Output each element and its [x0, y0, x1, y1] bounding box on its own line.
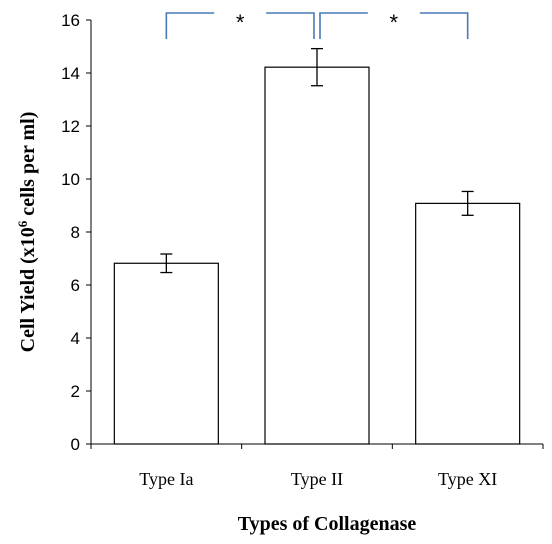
- y-tick-label: 16: [61, 11, 80, 30]
- significance-star: *: [390, 10, 399, 35]
- y-tick-label: 8: [71, 223, 80, 242]
- bar-type-ii: [264, 66, 370, 445]
- bar-type-ia: [113, 262, 219, 445]
- y-tick-label: 12: [61, 117, 80, 136]
- significance-bracket: *: [165, 10, 315, 39]
- x-category-label: Type Ia: [139, 469, 193, 489]
- y-axis-title: Cell Yield (x106 cells per ml): [15, 112, 40, 353]
- x-category-label: Type XI: [438, 469, 497, 489]
- error-bar: [311, 47, 323, 87]
- y-axis-title-prefix: Cell Yield (x10: [17, 227, 39, 352]
- y-tick-label: 4: [71, 329, 80, 348]
- error-bar: [160, 253, 173, 274]
- y-axis-ticks: 0 2 4 6 8 10 12 14 16: [61, 11, 544, 454]
- y-tick-label: 14: [61, 64, 80, 83]
- bars: [113, 66, 521, 445]
- x-axis-category-labels: Type Ia Type II Type XI: [139, 469, 497, 489]
- error-bars: [160, 47, 474, 274]
- y-axis-title-suffix: cells per ml): [17, 112, 39, 221]
- bar-type-xi: [415, 202, 521, 445]
- y-tick-label: 6: [71, 276, 80, 295]
- x-axis-title: Types of Collagenase: [238, 513, 417, 535]
- significance-brackets: * *: [165, 10, 469, 39]
- y-tick-label: 0: [71, 435, 80, 454]
- error-bar: [461, 190, 474, 216]
- x-category-label: Type II: [291, 469, 343, 489]
- y-tick-label: 10: [61, 170, 80, 189]
- significance-bracket: *: [319, 10, 469, 39]
- significance-star: *: [236, 10, 245, 35]
- y-axis-title-superscript: 6: [15, 220, 30, 227]
- y-tick-label: 2: [71, 382, 80, 401]
